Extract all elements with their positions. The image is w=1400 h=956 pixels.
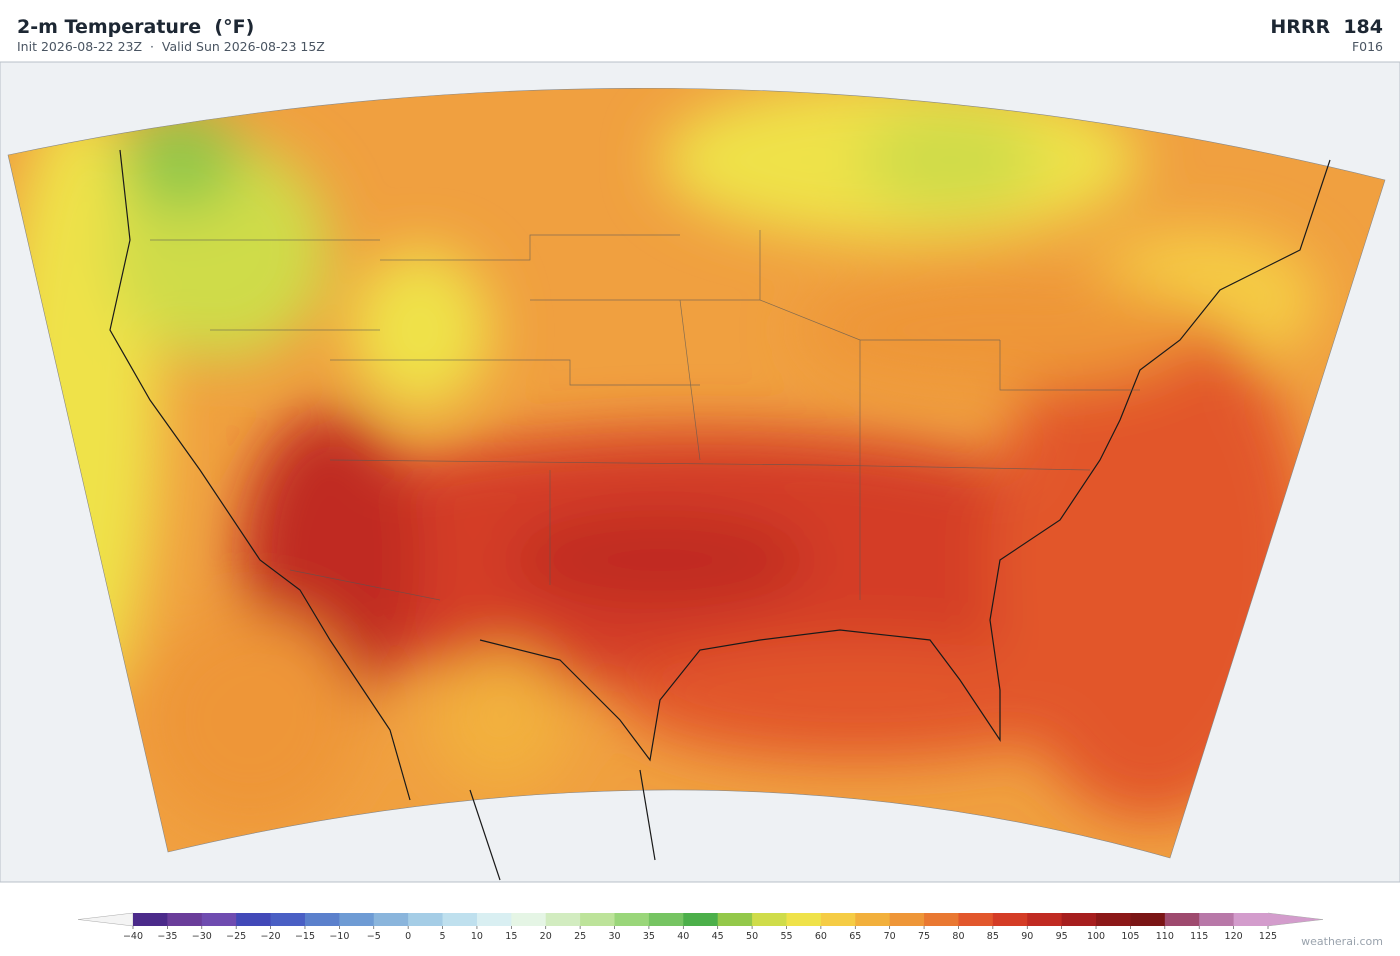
colorbar-segment xyxy=(786,913,822,926)
colorbar-tick-label: 115 xyxy=(1190,931,1208,942)
colorbar-tick-label: 45 xyxy=(712,931,724,942)
colorbar-segment xyxy=(1027,913,1063,926)
colorbar-tick-label: −35 xyxy=(157,931,177,942)
colorbar-tick-label: 110 xyxy=(1156,931,1174,942)
colorbar-tick-label: 30 xyxy=(608,931,620,942)
colorbar-tick-label: 25 xyxy=(574,931,586,942)
colorbar-tick-label: −40 xyxy=(123,931,143,942)
colorbar-segment xyxy=(1199,913,1235,926)
colorbar-segment xyxy=(648,913,684,926)
colorbar-under xyxy=(77,912,134,927)
colorbar-segment xyxy=(408,913,444,926)
colorbar-tick-label: −20 xyxy=(261,931,281,942)
colorbar-segment xyxy=(511,913,547,926)
colorbar-segment xyxy=(339,913,375,926)
forecast-hour: F016 xyxy=(1351,39,1383,54)
colorbar-tick-label: −10 xyxy=(329,931,349,942)
colorbar-segment xyxy=(958,913,994,926)
colorbar-tick-label: 15 xyxy=(505,931,517,942)
colorbar-segment xyxy=(855,913,891,926)
colorbar-segment xyxy=(683,913,719,926)
colorbar-segment xyxy=(889,913,925,926)
colorbar: −40 −35 −30 −25 −20 −15 −10 −5 0 5 10 15 20 25 30 35 40 4… xyxy=(77,912,1324,942)
colorbar-segment xyxy=(167,913,203,926)
colorbar-tick-label: 20 xyxy=(540,931,552,942)
map-background xyxy=(0,61,1400,883)
colorbar-tick-label: 85 xyxy=(987,931,999,942)
colorbar-tick-label: 5 xyxy=(440,931,446,942)
credit: weatherai.com xyxy=(1301,935,1383,948)
colorbar-segment xyxy=(373,913,409,926)
colorbar-tick-label: 95 xyxy=(1056,931,1068,942)
colorbar-tick-label: 75 xyxy=(918,931,930,942)
colorbar-segment xyxy=(1233,913,1269,926)
temperature-field xyxy=(8,88,1385,858)
colorbar-segment xyxy=(133,913,168,926)
colorbar-segment xyxy=(717,913,753,926)
colorbar-segment xyxy=(1061,913,1097,926)
colorbar-over xyxy=(1267,912,1324,927)
colorbar-tick-label: 50 xyxy=(746,931,758,942)
colorbar-segment xyxy=(270,913,306,926)
colorbar-segment xyxy=(924,913,959,926)
colorbar-segment xyxy=(992,913,1028,926)
colorbar-segment xyxy=(201,913,237,926)
colorbar-tick-label: −15 xyxy=(295,931,315,942)
colorbar-segment xyxy=(752,913,787,926)
colorbar-tick-label: 60 xyxy=(815,931,827,942)
colorbar-tick-label: −25 xyxy=(226,931,246,942)
colorbar-tick-label: 125 xyxy=(1259,931,1277,942)
colorbar-segment xyxy=(1130,913,1166,926)
colorbar-tick-label: −5 xyxy=(367,931,381,942)
colorbar-tick-label: 90 xyxy=(1021,931,1033,942)
colorbar-segment xyxy=(545,913,581,926)
colorbar-tick-label: 65 xyxy=(849,931,861,942)
colorbar-segment xyxy=(236,913,272,926)
colorbar-tick-label: 40 xyxy=(677,931,689,942)
state-borders xyxy=(150,230,1140,601)
colorbar-tick-label: 10 xyxy=(471,931,483,942)
colorbar-tick-label: 0 xyxy=(405,931,411,942)
colorbar-segment xyxy=(304,913,340,926)
colorbar-tick-label: 70 xyxy=(884,931,896,942)
colorbar-segment xyxy=(820,913,856,926)
colorbar-segment xyxy=(580,913,616,926)
colorbar-segment xyxy=(442,913,478,926)
colorbar-segment xyxy=(1096,913,1131,926)
colorbar-segment xyxy=(1164,913,1200,926)
colorbar-segment xyxy=(476,913,512,926)
title: 2-m Temperature (°F) xyxy=(17,16,255,38)
model-label: HRRR 184 xyxy=(1270,16,1383,38)
colorbar-tick-label: −30 xyxy=(192,931,212,942)
colorbar-tick-label: 55 xyxy=(780,931,792,942)
colorbar-segment xyxy=(614,913,650,926)
coastline xyxy=(109,149,1331,881)
colorbar-tick-label: 100 xyxy=(1087,931,1105,942)
colorbar-tick-label: 80 xyxy=(952,931,964,942)
colorbar-tick-label: 120 xyxy=(1225,931,1243,942)
subtitle: Init 2026-08-22 23Z · Valid Sun 2026-08-… xyxy=(17,39,325,54)
colorbar-tick-label: 105 xyxy=(1121,931,1139,942)
colorbar-tick-label: 35 xyxy=(643,931,655,942)
